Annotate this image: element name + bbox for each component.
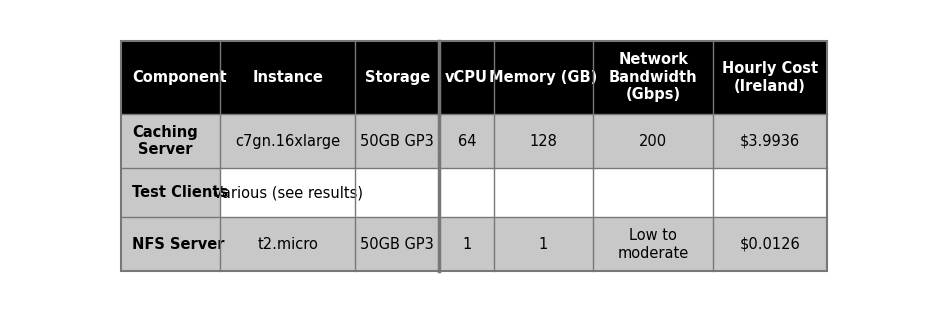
- Text: 50GB GP3: 50GB GP3: [361, 133, 434, 149]
- Bar: [220, 114, 355, 168]
- Bar: [713, 168, 827, 218]
- Bar: [355, 114, 439, 168]
- Text: Storage: Storage: [364, 70, 430, 85]
- Bar: [713, 114, 827, 168]
- Bar: [593, 114, 713, 168]
- Bar: [494, 168, 593, 218]
- Bar: [355, 168, 439, 218]
- Bar: [593, 218, 713, 271]
- Text: Caching
Server: Caching Server: [132, 125, 198, 157]
- Bar: [220, 218, 355, 271]
- Text: $3.9936: $3.9936: [740, 133, 800, 149]
- Text: Network
Bandwidth
(Gbps): Network Bandwidth (Gbps): [609, 53, 697, 102]
- Bar: [121, 168, 220, 218]
- Text: Instance: Instance: [253, 70, 323, 85]
- Bar: [121, 41, 220, 114]
- Text: 1: 1: [462, 237, 472, 252]
- Text: c7gn.16xlarge: c7gn.16xlarge: [235, 133, 340, 149]
- Bar: [494, 218, 593, 271]
- Text: Memory (GB): Memory (GB): [489, 70, 598, 85]
- Text: vCPU: vCPU: [445, 70, 488, 85]
- Text: NFS Server: NFS Server: [132, 237, 225, 252]
- Bar: [220, 41, 355, 114]
- Bar: [494, 114, 593, 168]
- Text: $0.0126: $0.0126: [740, 237, 800, 252]
- Bar: [439, 41, 494, 114]
- Text: Test Clients: Test Clients: [132, 185, 228, 200]
- Text: 200: 200: [639, 133, 667, 149]
- Bar: [121, 218, 220, 271]
- Text: Hourly Cost
(Ireland): Hourly Cost (Ireland): [722, 61, 819, 94]
- Bar: [355, 218, 439, 271]
- Text: 1: 1: [539, 237, 549, 252]
- Text: 64: 64: [458, 133, 476, 149]
- Text: 50GB GP3: 50GB GP3: [361, 237, 434, 252]
- Bar: [593, 168, 713, 218]
- Bar: [713, 41, 827, 114]
- Bar: [713, 218, 827, 271]
- Text: t2.micro: t2.micro: [257, 237, 318, 252]
- Bar: [439, 168, 494, 218]
- Bar: [439, 218, 494, 271]
- Bar: [355, 41, 439, 114]
- Text: Component: Component: [132, 70, 227, 85]
- Bar: [593, 41, 713, 114]
- Text: Various (see results): Various (see results): [213, 185, 363, 200]
- Text: Low to
moderate: Low to moderate: [618, 228, 689, 261]
- Bar: [439, 114, 494, 168]
- Bar: [220, 168, 355, 218]
- Text: 128: 128: [530, 133, 558, 149]
- Bar: [494, 41, 593, 114]
- Bar: [121, 114, 220, 168]
